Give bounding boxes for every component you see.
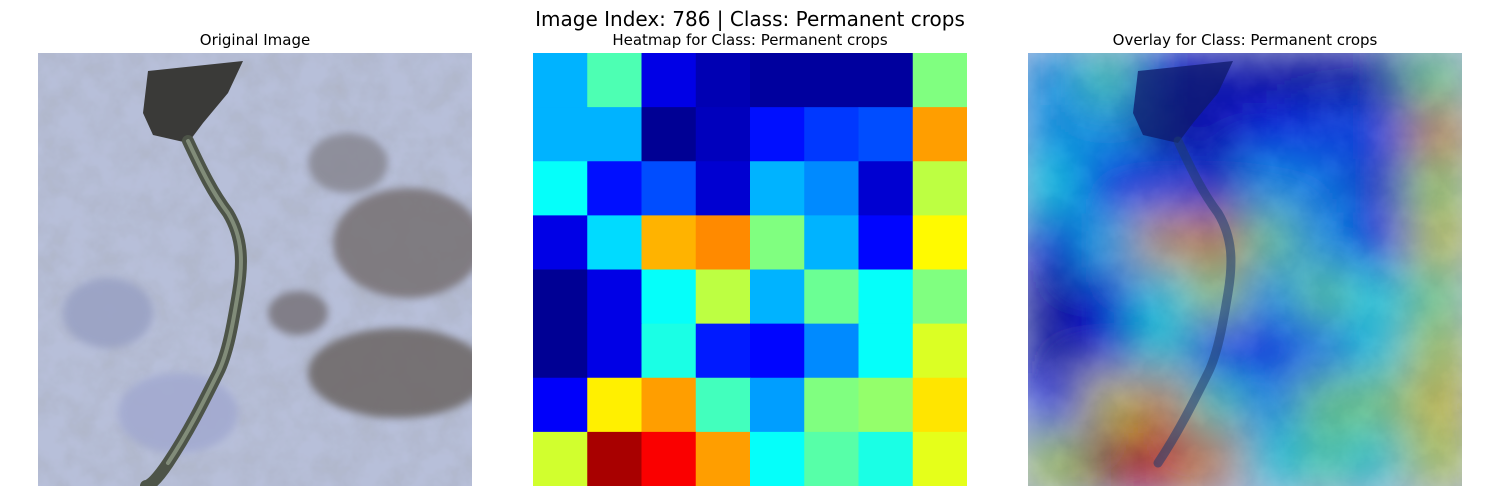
heatmap-cell-r5-c4 bbox=[750, 323, 805, 379]
heatmap-cell-r6-c1 bbox=[587, 377, 643, 433]
heatmap-cell-r3-c6 bbox=[858, 215, 914, 271]
heatmap-cell-r7-c5 bbox=[804, 431, 860, 486]
heatmap-cell-r4-c4 bbox=[750, 269, 805, 325]
heatmap-cell-r3-c4 bbox=[750, 215, 805, 271]
heatmap-cell-r6-c4 bbox=[750, 377, 805, 433]
heatmap-cell-r1-c0 bbox=[533, 107, 588, 162]
heatmap-cell-r0-c6 bbox=[858, 53, 914, 108]
heatmap-cell-r2-c2 bbox=[641, 161, 697, 216]
heatmap-cell-r2-c7 bbox=[912, 161, 967, 216]
heatmap-cell-r3-c2 bbox=[641, 215, 697, 271]
heatmap-cell-r6-c0 bbox=[533, 377, 588, 433]
heatmap-cell-r7-c0 bbox=[533, 431, 588, 486]
heatmap-cell-r1-c5 bbox=[804, 107, 860, 162]
heatmap-cell-r5-c1 bbox=[587, 323, 643, 379]
heatmap-cell-r4-c2 bbox=[641, 269, 697, 325]
heatmap-cell-r1-c2 bbox=[641, 107, 697, 162]
heatmap-cell-r7-c2 bbox=[641, 431, 697, 486]
heatmap-cell-r3-c5 bbox=[804, 215, 860, 271]
heatmap-cell-r4-c6 bbox=[858, 269, 914, 325]
heatmap-cell-r1-c3 bbox=[695, 107, 751, 162]
heatmap-cell-r2-c0 bbox=[533, 161, 588, 216]
heatmap-cell-r7-c7 bbox=[912, 431, 967, 486]
heatmap-cell-r5-c5 bbox=[804, 323, 860, 379]
panel-title-heatmap: Heatmap for Class: Permanent crops bbox=[612, 31, 888, 49]
heatmap-cell-r1-c4 bbox=[750, 107, 805, 162]
heatmap-cell-r5-c3 bbox=[695, 323, 751, 379]
panel-original-image: Original Image bbox=[38, 28, 472, 486]
heatmap-cell-r6-c3 bbox=[695, 377, 751, 433]
heatmap-cell-r4-c7 bbox=[912, 269, 967, 325]
heatmap-cell-r4-c0 bbox=[533, 269, 588, 325]
heatmap-cell-r1-c7 bbox=[912, 107, 967, 162]
panel-overlay: Overlay for Class: Permanent crops bbox=[1028, 28, 1462, 486]
heatmap-cell-r5-c0 bbox=[533, 323, 588, 379]
heatmap-cell-r7-c1 bbox=[587, 431, 643, 486]
heatmap-cell-r2-c1 bbox=[587, 161, 643, 216]
heatmap-cell-r1-c1 bbox=[587, 107, 643, 162]
heatmap-cell-r0-c3 bbox=[695, 53, 751, 108]
heatmap-cell-r2-c4 bbox=[750, 161, 805, 216]
heatmap-cell-r0-c5 bbox=[804, 53, 860, 108]
original-satellite-image bbox=[38, 53, 472, 486]
overlay-image bbox=[1028, 53, 1462, 486]
heatmap-cell-r4-c1 bbox=[587, 269, 643, 325]
heatmap-cell-r1-c6 bbox=[858, 107, 914, 162]
heatmap-cell-r2-c6 bbox=[858, 161, 914, 216]
heatmap-cell-r7-c4 bbox=[750, 431, 805, 486]
heatmap-cell-r3-c1 bbox=[587, 215, 643, 271]
panel-title-overlay: Overlay for Class: Permanent crops bbox=[1112, 31, 1378, 49]
heatmap-cell-r7-c6 bbox=[858, 431, 914, 486]
heatmap-cell-r0-c7 bbox=[912, 53, 967, 108]
figure-suptitle: Image Index: 786 | Class: Permanent crop… bbox=[535, 7, 965, 31]
heatmap-cell-r3-c0 bbox=[533, 215, 588, 271]
heatmap-cell-r3-c7 bbox=[912, 215, 967, 271]
heatmap-cell-r6-c2 bbox=[641, 377, 697, 433]
heatmap-cell-r3-c3 bbox=[695, 215, 751, 271]
heatmap-cell-r2-c3 bbox=[695, 161, 751, 216]
heatmap-cell-r4-c3 bbox=[695, 269, 751, 325]
panel-title-original: Original Image bbox=[199, 31, 311, 49]
heatmap-cell-r2-c5 bbox=[804, 161, 860, 216]
heatmap-cell-r4-c5 bbox=[804, 269, 860, 325]
heatmap-cell-r0-c4 bbox=[750, 53, 805, 108]
heatmap-cell-r0-c0 bbox=[533, 53, 588, 108]
panel-heatmap: Heatmap for Class: Permanent crops bbox=[533, 28, 967, 486]
heatmap-cell-r0-c2 bbox=[641, 53, 697, 108]
heatmap-cell-r5-c7 bbox=[912, 323, 967, 379]
heatmap-cell-r6-c7 bbox=[912, 377, 967, 433]
heatmap-grid bbox=[533, 53, 967, 486]
heatmap-cell-r0-c1 bbox=[587, 53, 643, 108]
heatmap-cell-r6-c6 bbox=[858, 377, 914, 433]
heatmap-cell-r5-c2 bbox=[641, 323, 697, 379]
heatmap-cell-r5-c6 bbox=[858, 323, 914, 379]
heatmap-cell-r6-c5 bbox=[804, 377, 860, 433]
heatmap-cell-r7-c3 bbox=[695, 431, 751, 486]
